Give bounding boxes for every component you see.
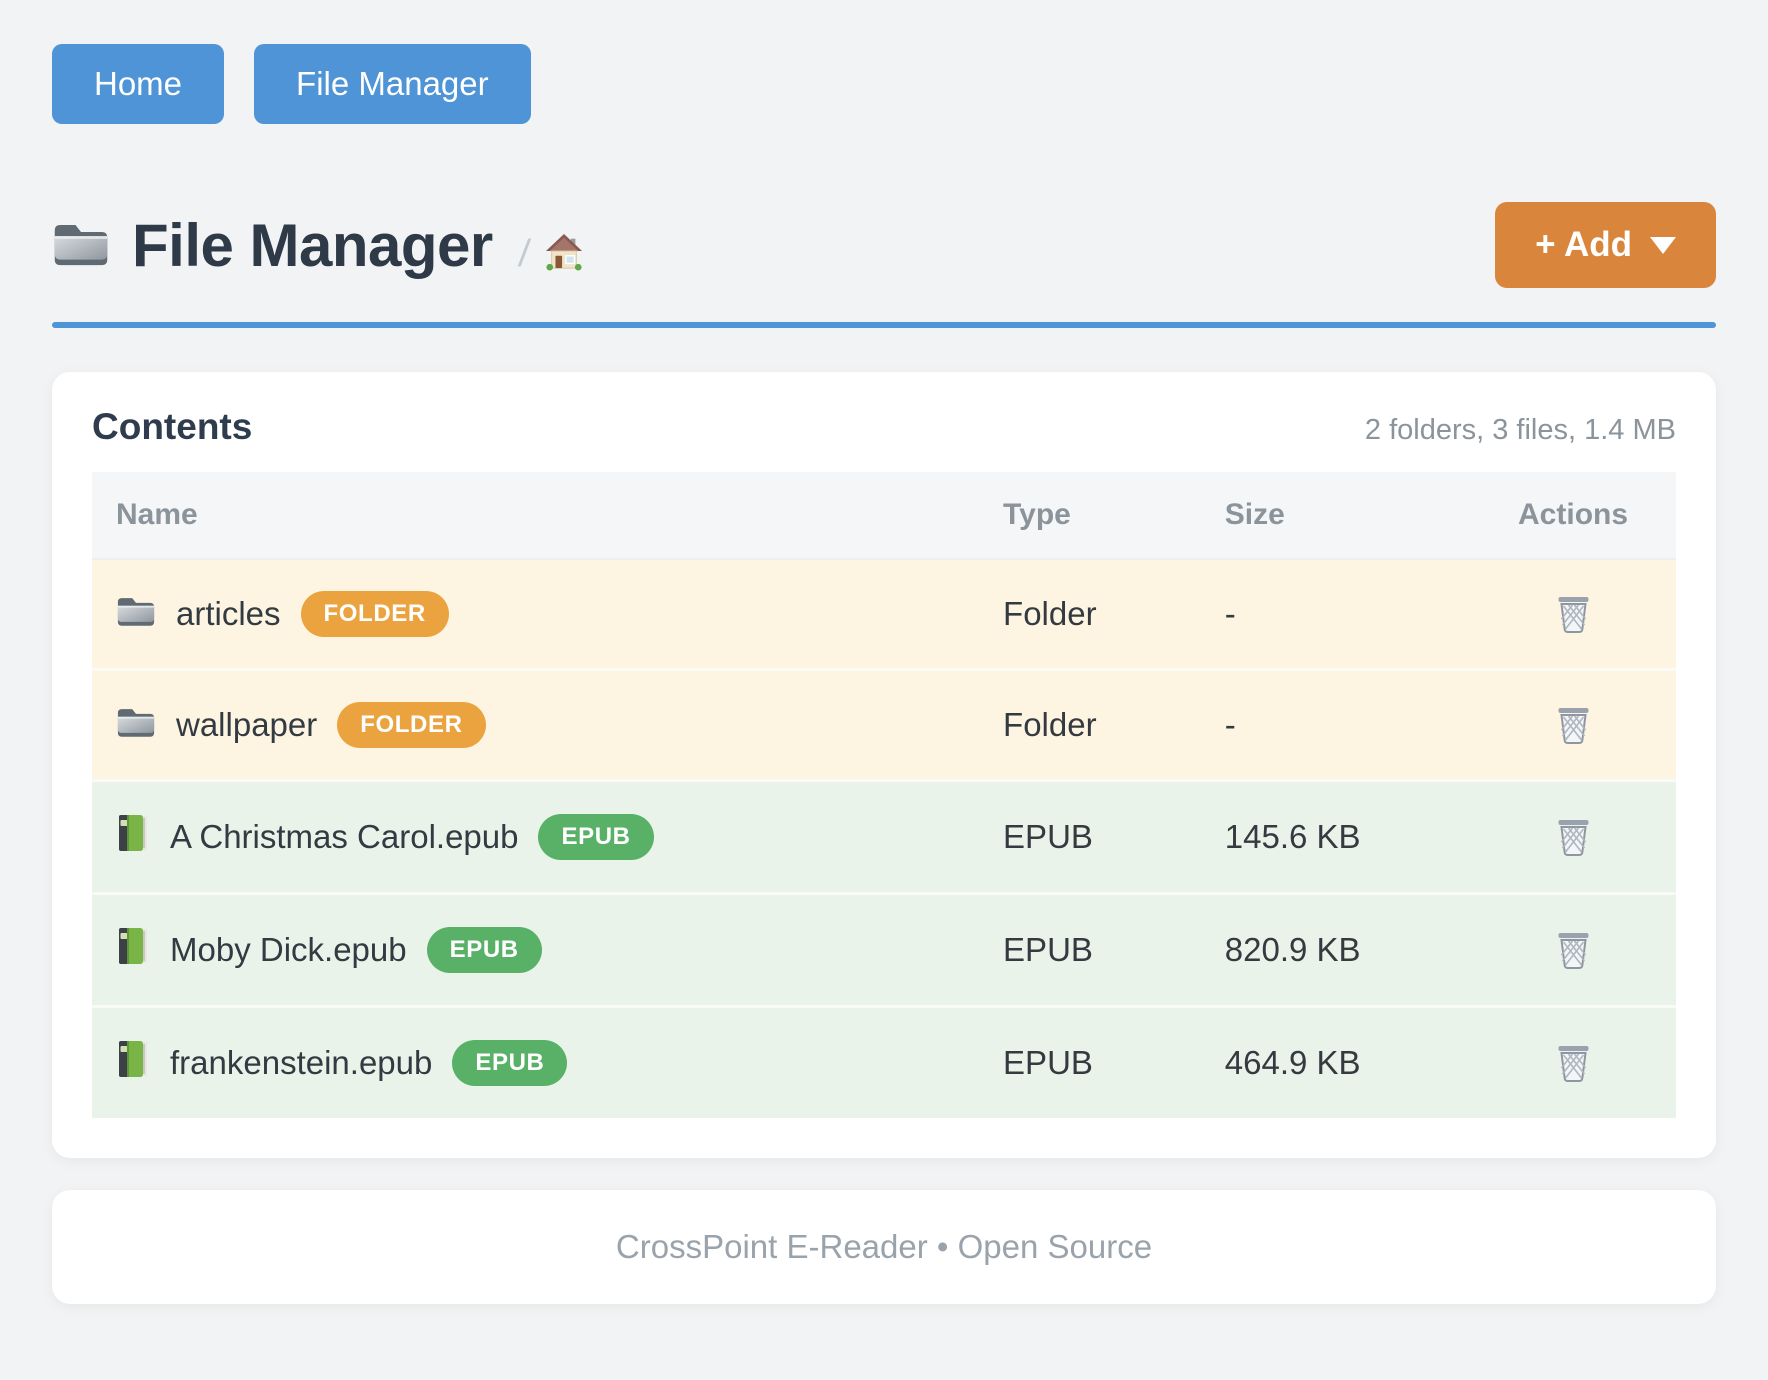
delete-button[interactable] [1555,817,1592,857]
folder-icon [116,706,156,745]
table-header-row: Name Type Size Actions [92,472,1676,559]
item-name-link[interactable]: wallpaper [176,706,317,744]
table-row: frankenstein.epub EPUB EPUB 464.9 KB [92,1007,1676,1119]
item-size: 145.6 KB [1201,781,1470,894]
top-navigation: Home File Manager [52,0,1716,124]
table-row: Moby Dick.epub EPUB EPUB 820.9 KB [92,894,1676,1007]
add-button[interactable]: + Add [1495,202,1716,288]
item-type: EPUB [979,781,1201,894]
delete-button[interactable] [1555,594,1592,634]
delete-button[interactable] [1555,930,1592,970]
delete-button[interactable] [1555,1043,1592,1083]
contents-title: Contents [92,406,252,448]
item-name-link[interactable]: A Christmas Carol.epub [170,818,518,856]
home-icon[interactable] [545,233,583,276]
caret-down-icon [1650,237,1676,254]
item-type: EPUB [979,1007,1201,1119]
book-icon [116,1039,150,1087]
delete-button[interactable] [1555,705,1592,745]
breadcrumb: / [519,215,584,276]
item-type: EPUB [979,894,1201,1007]
table-row: A Christmas Carol.epub EPUB EPUB 145.6 K… [92,781,1676,894]
book-icon [116,813,150,861]
column-header-actions: Actions [1470,472,1676,559]
type-badge: EPUB [452,1040,567,1086]
file-manager-button[interactable]: File Manager [254,44,531,124]
page-header: File Manager / + Add [52,202,1716,288]
page-title: File Manager [132,211,493,280]
file-table: Name Type Size Actions articles FOLDER F… [92,472,1676,1118]
contents-card: Contents 2 folders, 3 files, 1.4 MB Name… [52,372,1716,1158]
item-name-link[interactable]: frankenstein.epub [170,1044,432,1082]
contents-summary: 2 folders, 3 files, 1.4 MB [1365,414,1676,447]
column-header-type: Type [979,472,1201,559]
folder-icon [116,595,156,634]
item-type: Folder [979,559,1201,670]
title-divider [52,322,1716,328]
item-type: Folder [979,670,1201,781]
contents-card-header: Contents 2 folders, 3 files, 1.4 MB [92,406,1676,448]
type-badge: EPUB [427,927,542,973]
table-row: articles FOLDER Folder - [92,559,1676,670]
page: Home File Manager File Manager / + Add C… [0,0,1768,1304]
item-size: 464.9 KB [1201,1007,1470,1119]
page-title-group: File Manager / [52,211,583,280]
footer-text: CrossPoint E-Reader • Open Source [616,1228,1152,1265]
column-header-name: Name [92,472,979,559]
footer: CrossPoint E-Reader • Open Source [52,1190,1716,1304]
breadcrumb-separator: / [517,233,532,276]
type-badge: FOLDER [337,702,485,748]
type-badge: FOLDER [301,591,449,637]
add-button-label: + Add [1535,225,1632,265]
item-size: - [1201,670,1470,781]
table-row: wallpaper FOLDER Folder - [92,670,1676,781]
column-header-size: Size [1201,472,1470,559]
type-badge: EPUB [538,814,653,860]
item-size: 820.9 KB [1201,894,1470,1007]
folder-icon [52,218,110,273]
home-button[interactable]: Home [52,44,224,124]
item-name-link[interactable]: articles [176,595,281,633]
book-icon [116,926,150,974]
item-name-link[interactable]: Moby Dick.epub [170,931,407,969]
item-size: - [1201,559,1470,670]
